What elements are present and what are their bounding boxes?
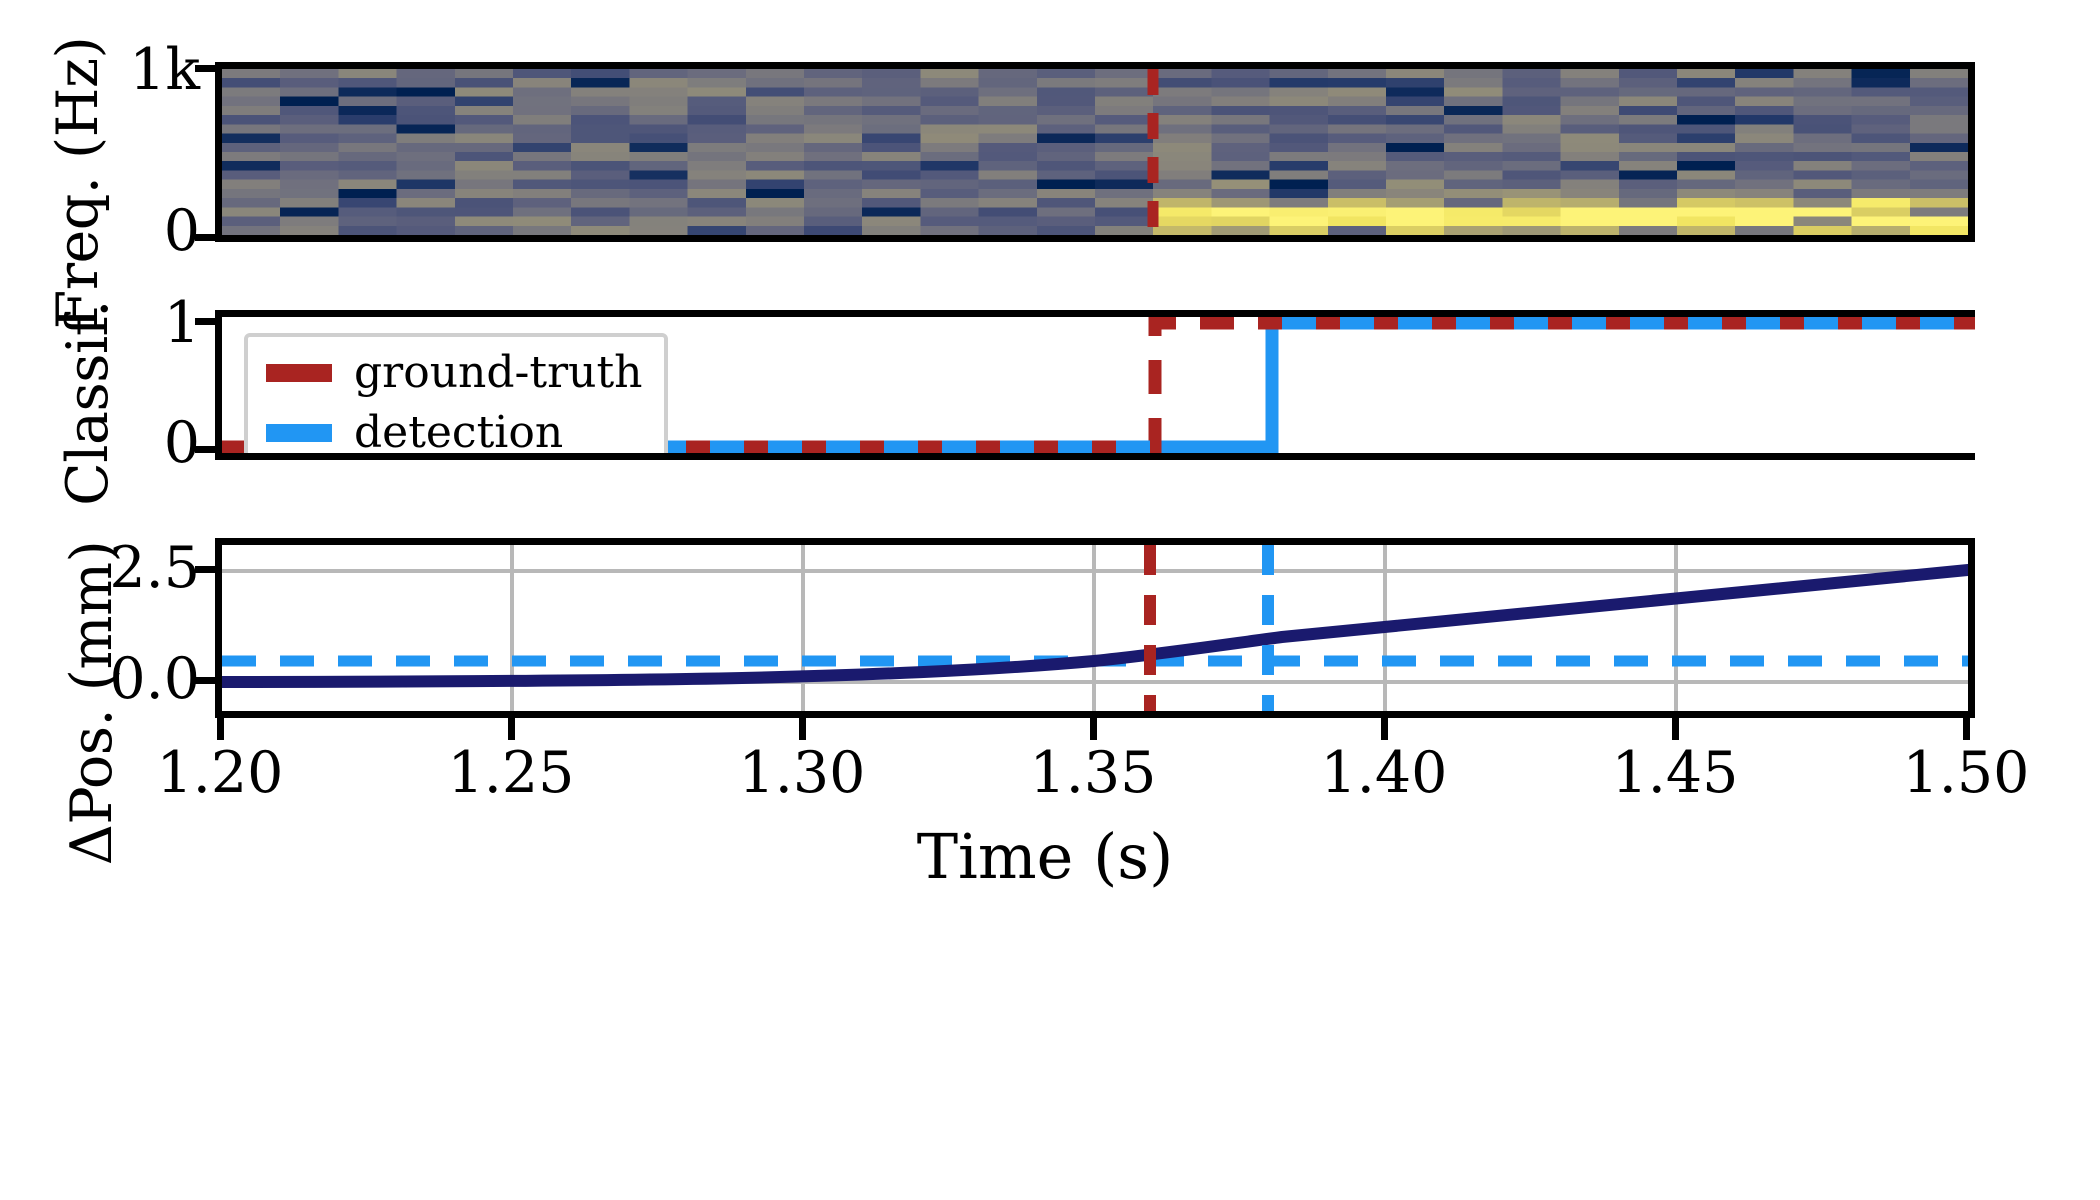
legend-label-ground-truth: ground-truth bbox=[354, 347, 643, 398]
spectrogram-axes bbox=[215, 62, 1975, 242]
xtick-label-1p30: 1.30 bbox=[738, 740, 866, 806]
gridline-x-1p45 bbox=[1674, 545, 1678, 711]
position-axes bbox=[215, 538, 1975, 718]
spectrogram-ytick-0: 0 bbox=[163, 198, 200, 264]
legend-entry-detection: detection bbox=[266, 407, 642, 458]
position-plot bbox=[222, 545, 1968, 711]
legend-swatch-detection bbox=[266, 424, 332, 442]
spectrogram-ground-truth-marker bbox=[1147, 69, 1159, 235]
classification-tick-mark-0 bbox=[195, 446, 215, 453]
gridline-x-1p25 bbox=[510, 545, 514, 711]
xtick-mark-1p35 bbox=[1090, 718, 1097, 740]
classification-ytick-0: 0 bbox=[163, 410, 200, 476]
gridline-x-1p30 bbox=[801, 545, 805, 711]
spectrogram-ytick-1k: 1k bbox=[129, 37, 200, 103]
xtick-mark-1p25 bbox=[508, 718, 515, 740]
position-ytick-0p0: 0.0 bbox=[109, 646, 200, 712]
position-ytick-2p5: 2.5 bbox=[109, 535, 200, 601]
classification-axes: ground-truth detection bbox=[215, 310, 1975, 460]
position-curve bbox=[222, 564, 1968, 688]
xtick-label-1p35: 1.35 bbox=[1029, 740, 1157, 806]
xtick-label-1p25: 1.25 bbox=[447, 740, 575, 806]
xtick-label-1p40: 1.40 bbox=[1320, 740, 1448, 806]
position-tick-mark-2p5 bbox=[195, 566, 215, 573]
ground-truth-step bbox=[222, 317, 1975, 453]
xtick-label-1p45: 1.45 bbox=[1611, 740, 1739, 806]
xtick-mark-1p20 bbox=[217, 718, 224, 740]
gridline-x-1p35 bbox=[1092, 545, 1096, 711]
xtick-label-1p20: 1.20 bbox=[156, 740, 284, 806]
legend-label-detection: detection bbox=[354, 407, 564, 458]
classification-tick-mark-1 bbox=[195, 318, 215, 325]
x-axis-label: Time (s) bbox=[916, 820, 1174, 893]
position-tick-mark-0p0 bbox=[195, 677, 215, 684]
classification-legend: ground-truth detection bbox=[244, 333, 669, 458]
xtick-label-1p50: 1.50 bbox=[1902, 740, 2030, 806]
xtick-mark-1p30 bbox=[799, 718, 806, 740]
xtick-mark-1p50 bbox=[1963, 718, 1970, 740]
spectrogram-tick-mark-0 bbox=[195, 234, 215, 241]
spectrogram-tick-mark-1k bbox=[195, 65, 215, 72]
xtick-mark-1p40 bbox=[1381, 718, 1388, 740]
legend-swatch-ground-truth bbox=[266, 364, 332, 382]
spectrogram-image bbox=[222, 69, 1968, 235]
classification-ytick-1: 1 bbox=[163, 290, 200, 356]
legend-entry-ground-truth: ground-truth bbox=[266, 351, 642, 395]
xtick-mark-1p45 bbox=[1672, 718, 1679, 740]
classification-plot bbox=[222, 317, 1975, 453]
